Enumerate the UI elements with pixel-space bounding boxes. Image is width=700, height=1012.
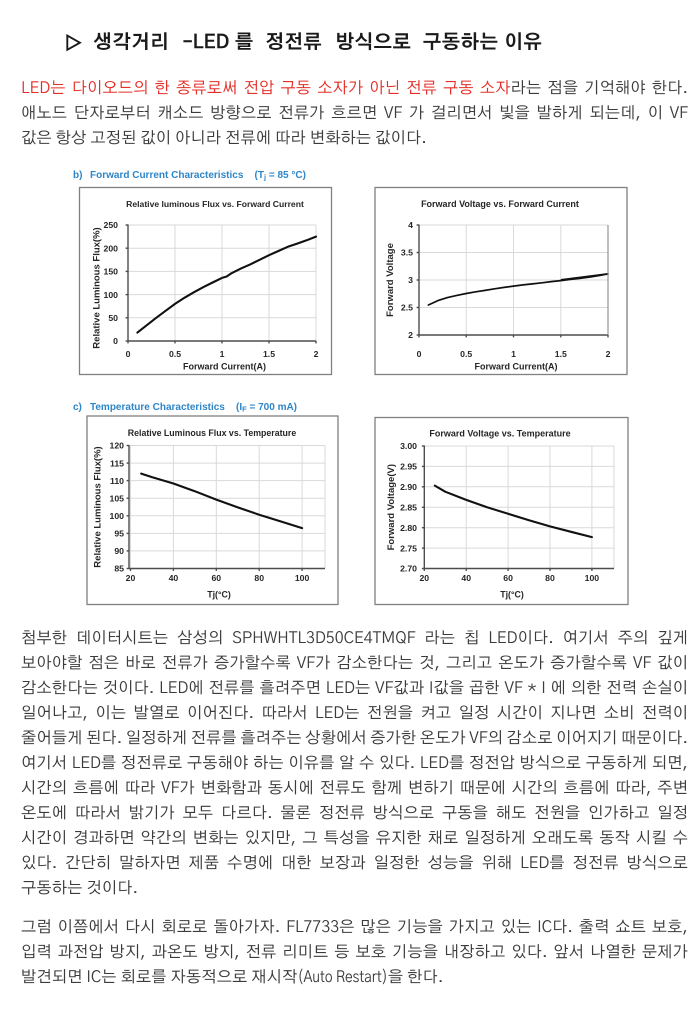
- svg-text:c): c): [73, 402, 82, 413]
- svg-text:Relative Luminous Flux vs. Tem: Relative Luminous Flux vs. Temperature: [128, 428, 297, 438]
- svg-text:(IF = 700 mA): (IF = 700 mA): [236, 402, 297, 414]
- svg-text:3.5: 3.5: [401, 248, 413, 258]
- svg-text:80: 80: [545, 573, 555, 583]
- svg-text:Forward Voltage: Forward Voltage: [385, 243, 396, 317]
- svg-text:100: 100: [110, 511, 125, 521]
- svg-text:2: 2: [606, 349, 611, 359]
- svg-text:2.5: 2.5: [401, 303, 413, 313]
- svg-text:120: 120: [110, 441, 125, 451]
- svg-text:110: 110: [110, 476, 124, 486]
- svg-text:Forward Voltage vs. Forward Cu: Forward Voltage vs. Forward Current: [421, 199, 579, 209]
- svg-text:3.00: 3.00: [400, 441, 417, 451]
- svg-text:Tj(°C): Tj(°C): [500, 590, 524, 600]
- svg-text:95: 95: [114, 529, 124, 539]
- svg-text:1: 1: [220, 349, 225, 359]
- svg-text:150: 150: [104, 267, 119, 277]
- svg-text:b): b): [73, 170, 82, 181]
- svg-text:0.5: 0.5: [169, 349, 181, 359]
- svg-text:100: 100: [295, 573, 310, 583]
- svg-text:40: 40: [461, 573, 471, 583]
- svg-text:3: 3: [408, 275, 413, 285]
- svg-text:2: 2: [408, 330, 413, 340]
- svg-text:2.95: 2.95: [400, 462, 417, 472]
- svg-text:20: 20: [419, 573, 429, 583]
- svg-text:60: 60: [211, 573, 221, 583]
- svg-text:50: 50: [108, 313, 118, 323]
- svg-text:1.5: 1.5: [263, 349, 275, 359]
- svg-text:Forward Voltage vs. Temperatur: Forward Voltage vs. Temperature: [429, 429, 570, 439]
- svg-text:0: 0: [113, 336, 118, 346]
- svg-text:85: 85: [114, 564, 124, 574]
- svg-text:2.70: 2.70: [400, 564, 417, 574]
- svg-text:Forward Current Characteristic: Forward Current Characteristics: [90, 170, 244, 181]
- svg-text:Relative luminous Flux vs. For: Relative luminous Flux vs. Forward Curre…: [126, 199, 304, 209]
- svg-text:2.90: 2.90: [400, 482, 417, 492]
- svg-text:100: 100: [104, 290, 119, 300]
- svg-text:1.5: 1.5: [555, 349, 567, 359]
- svg-text:2.85: 2.85: [400, 503, 417, 513]
- svg-text:105: 105: [110, 493, 125, 503]
- svg-text:0.5: 0.5: [460, 349, 472, 359]
- svg-text:0: 0: [126, 349, 131, 359]
- svg-text:Relative Luminous Flux(%): Relative Luminous Flux(%): [93, 446, 104, 567]
- svg-text:2: 2: [314, 349, 319, 359]
- svg-text:250: 250: [104, 220, 119, 230]
- svg-text:90: 90: [114, 546, 124, 556]
- svg-text:(Tj = 85 °C): (Tj = 85 °C): [255, 170, 306, 182]
- svg-text:100: 100: [585, 573, 600, 583]
- svg-text:Relative Luminous Flux(%): Relative Luminous Flux(%): [92, 227, 103, 348]
- svg-text:60: 60: [503, 573, 513, 583]
- svg-text:115: 115: [110, 458, 124, 468]
- svg-text:0: 0: [417, 349, 422, 359]
- svg-text:Forward Current(A): Forward Current(A): [475, 362, 558, 372]
- svg-text:Forward Current(A): Forward Current(A): [183, 362, 266, 372]
- svg-text:1: 1: [511, 349, 516, 359]
- svg-text:2.80: 2.80: [400, 523, 417, 533]
- svg-text:Tj(°C): Tj(°C): [207, 590, 231, 600]
- svg-text:2.75: 2.75: [400, 543, 417, 553]
- svg-text:Temperature Characteristics: Temperature Characteristics: [90, 402, 225, 413]
- svg-text:200: 200: [104, 243, 119, 253]
- svg-text:40: 40: [169, 573, 179, 583]
- svg-text:Forward Voltage(V): Forward Voltage(V): [386, 464, 397, 550]
- svg-text:80: 80: [254, 573, 264, 583]
- svg-text:4: 4: [408, 220, 413, 230]
- svg-text:20: 20: [126, 573, 136, 583]
